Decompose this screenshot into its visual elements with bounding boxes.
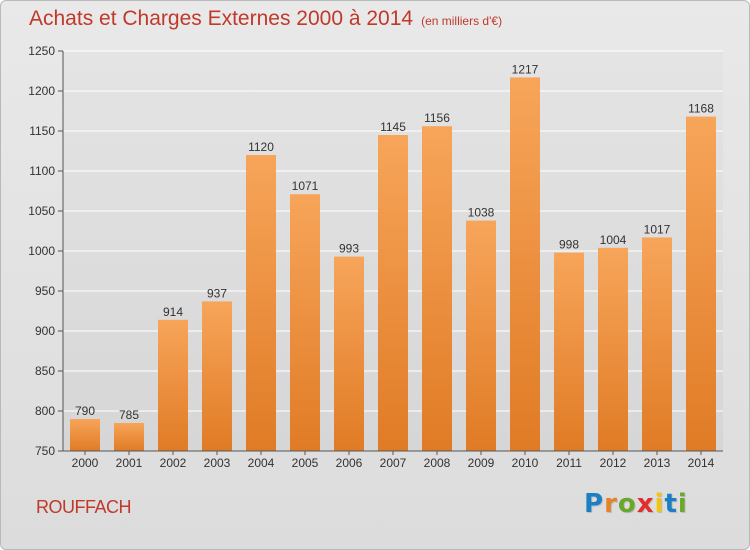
bar [334, 256, 364, 451]
x-tick-label: 2011 [556, 456, 582, 470]
data-label: 1038 [468, 206, 495, 220]
bar [114, 423, 144, 451]
data-label: 1156 [424, 111, 450, 125]
y-tick-label: 1100 [29, 164, 55, 178]
logo-letter: o [617, 489, 637, 519]
city-name: ROUFFACH [36, 497, 132, 517]
data-label: 993 [339, 242, 359, 256]
x-tick-label: 2006 [336, 456, 363, 470]
bar [422, 126, 452, 451]
y-axis: 750 800 850 900 950 1000 1050 1100 1150 1200 1250 [28, 44, 64, 458]
data-label: 790 [75, 404, 95, 418]
bar [466, 220, 496, 451]
data-label: 937 [207, 286, 227, 300]
y-tick-label: 1050 [28, 204, 55, 218]
x-tick-label: 2013 [644, 456, 671, 470]
logo-letter: r [604, 489, 618, 519]
y-tick-label: 1200 [28, 84, 55, 98]
bar [290, 194, 320, 451]
data-label: 1071 [292, 179, 319, 193]
x-tick-label: 2001 [116, 456, 143, 470]
logo-letter: P [584, 489, 605, 519]
bar [642, 237, 672, 451]
data-label: 785 [119, 408, 139, 422]
x-tick-label: 2007 [380, 456, 407, 470]
x-tick-label: 2010 [512, 456, 539, 470]
y-tick-label: 750 [35, 444, 55, 458]
data-label: 1120 [248, 140, 274, 154]
chart-subtitle: (en milliers d'€) [421, 14, 503, 28]
x-tick-label: 2000 [72, 456, 99, 470]
y-tick-label: 900 [35, 324, 55, 338]
logo-letter: i [654, 489, 665, 519]
logo-letter: t [664, 489, 678, 519]
x-tick-label: 2005 [292, 456, 319, 470]
y-tick-label: 1150 [29, 124, 55, 138]
x-axis: 2000 2001 2002 2003 2004 2005 2006 2007 2008 2009… [63, 450, 723, 470]
y-tick-label: 800 [35, 404, 55, 418]
bar [598, 247, 628, 451]
data-label: 1217 [512, 62, 539, 76]
logo-letter: i [677, 489, 688, 519]
x-tick-label: 2009 [468, 456, 495, 470]
y-tick-label: 1000 [28, 244, 55, 258]
x-tick-label: 2002 [160, 456, 187, 470]
bar [510, 77, 540, 452]
data-label: 1004 [600, 233, 627, 247]
data-label: 1145 [380, 120, 406, 134]
chart-title: Achats et Charges Externes 2000 à 2014 (e… [29, 7, 502, 31]
title-text: Achats et Charges Externes 2000 à 2014 [29, 7, 414, 30]
y-tick-label: 850 [35, 364, 55, 378]
data-label: 1017 [644, 222, 671, 236]
data-label: 1168 [688, 102, 714, 116]
bar [554, 252, 584, 451]
bars: 790 785 914 937 1120 1071 993 1145 1156 1038 1217 9… [70, 62, 716, 452]
data-label: 998 [559, 238, 579, 252]
y-tick-label: 950 [35, 284, 55, 298]
x-tick-label: 2008 [424, 456, 451, 470]
bar [202, 301, 232, 451]
x-tick-label: 2014 [688, 456, 715, 470]
bar [378, 135, 408, 451]
y-tick-label: 1250 [28, 44, 55, 58]
data-label: 914 [163, 305, 183, 319]
bar [686, 116, 716, 451]
bar [246, 155, 276, 451]
bar [158, 319, 188, 451]
proxiti-logo: Proxiti [584, 489, 688, 519]
x-tick-label: 2003 [204, 456, 231, 470]
bar [70, 419, 100, 451]
x-tick-label: 2004 [248, 456, 275, 470]
x-tick-label: 2012 [600, 456, 627, 470]
logo-letter: x [636, 489, 655, 519]
